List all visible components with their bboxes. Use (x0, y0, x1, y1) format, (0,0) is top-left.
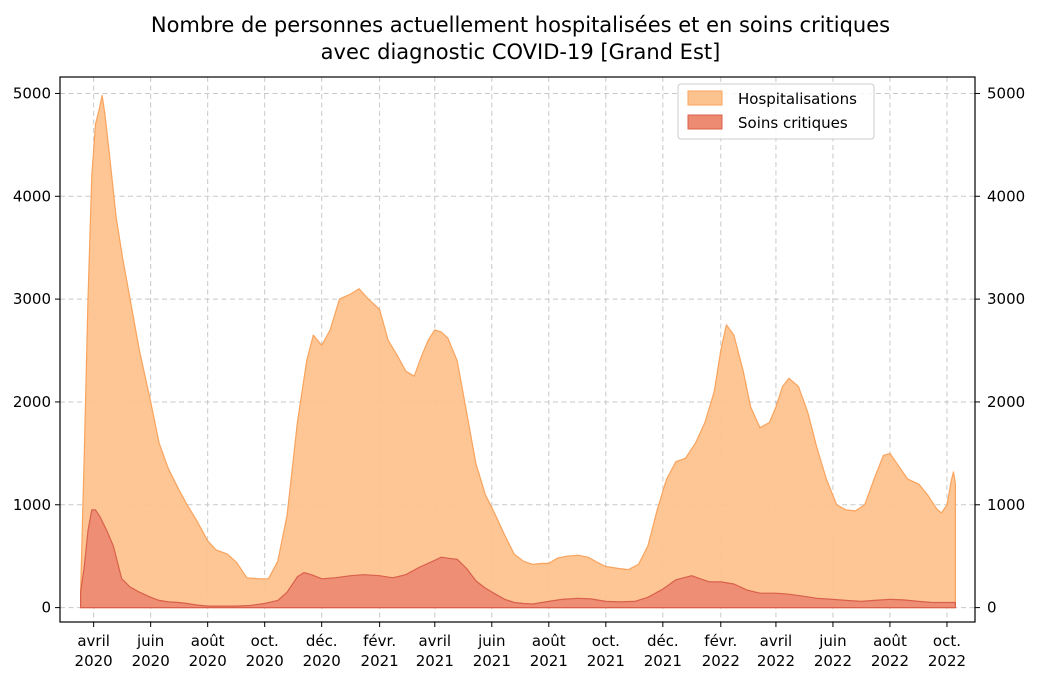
x-tick-label-year: 2020 (75, 652, 113, 670)
x-tick-label-month: avril (418, 632, 451, 650)
x-tick-label-month: déc. (647, 632, 679, 650)
legend-box (677, 83, 875, 140)
legend-label: Soins critiques (738, 114, 848, 132)
y-tick-label-left: 3000 (13, 290, 51, 308)
x-tick-label-month: juin (818, 632, 846, 650)
x-tick-label-year: 2021 (587, 652, 625, 670)
x-tick-label-month: juin (477, 632, 505, 650)
y-tick-label-right: 1000 (987, 496, 1025, 514)
x-tick-label-month: août (191, 632, 225, 650)
x-tick-label-month: avril (760, 632, 793, 650)
legend-swatch (687, 90, 723, 106)
x-tick-label-year: 2021 (361, 652, 399, 670)
chart-title-line-2: avec diagnostic COVID-19 [Grand Est] (320, 40, 721, 64)
y-tick-label-left: 0 (41, 599, 51, 617)
series-area-soins-critiques (80, 509, 956, 609)
x-tick-label-month: févr. (363, 632, 396, 650)
x-tick-label-month: déc. (306, 632, 338, 650)
series-layer (80, 94, 956, 609)
legend: Hospitalisations Soins critiques (677, 83, 875, 140)
y-tick-label-right: 3000 (987, 290, 1025, 308)
x-tick-label-year: 2021 (530, 652, 568, 670)
y-tick-label-left: 1000 (13, 496, 51, 514)
x-tick-label-year: 2021 (416, 652, 454, 670)
series-area-hospitalisations (80, 94, 956, 609)
x-tick-label-month: avril (77, 632, 110, 650)
legend-swatch (687, 114, 723, 130)
x-tick-label-month: août (532, 632, 566, 650)
legend-label: Hospitalisations (738, 90, 857, 108)
x-tick-label-year: 2020 (132, 652, 170, 670)
x-tick-label-year: 2022 (871, 652, 909, 670)
y-tick-label-left: 2000 (13, 393, 51, 411)
y-tick-label-left: 5000 (13, 84, 51, 102)
x-tick-label-month: août (873, 632, 907, 650)
x-tick-label-month: oct. (592, 632, 620, 650)
x-tick-label-year: 2020 (303, 652, 341, 670)
y-tick-label-right: 4000 (987, 187, 1025, 205)
y-tick-label-right: 5000 (987, 84, 1025, 102)
x-tick-label-year: 2022 (814, 652, 852, 670)
x-tick-label-month: juin (136, 632, 164, 650)
y-tick-label-right: 2000 (987, 393, 1025, 411)
x-tick-label-month: oct. (251, 632, 279, 650)
x-tick-label-year: 2022 (928, 652, 966, 670)
plot-frame (59, 76, 976, 623)
chart-title-line-1: Nombre de personnes actuellement hospita… (150, 13, 891, 37)
x-tick-label-month: oct. (933, 632, 961, 650)
axes: 0 0 1000 1000 2000 2000 3000 3000 4000 4000 5000 50… (13, 84, 1025, 670)
x-tick-label-year: 2021 (644, 652, 682, 670)
y-tick-label-right: 0 (987, 599, 997, 617)
x-tick-label-year: 2021 (473, 652, 511, 670)
y-tick-label-left: 4000 (13, 187, 51, 205)
x-tick-label-year: 2022 (702, 652, 740, 670)
x-tick-label-year: 2022 (757, 652, 795, 670)
x-tick-label-month: févr. (704, 632, 737, 650)
x-tick-label-year: 2020 (189, 652, 227, 670)
chart-title: Nombre de personnes actuellement hospita… (0, 12, 1041, 66)
x-tick-label-year: 2020 (246, 652, 284, 670)
